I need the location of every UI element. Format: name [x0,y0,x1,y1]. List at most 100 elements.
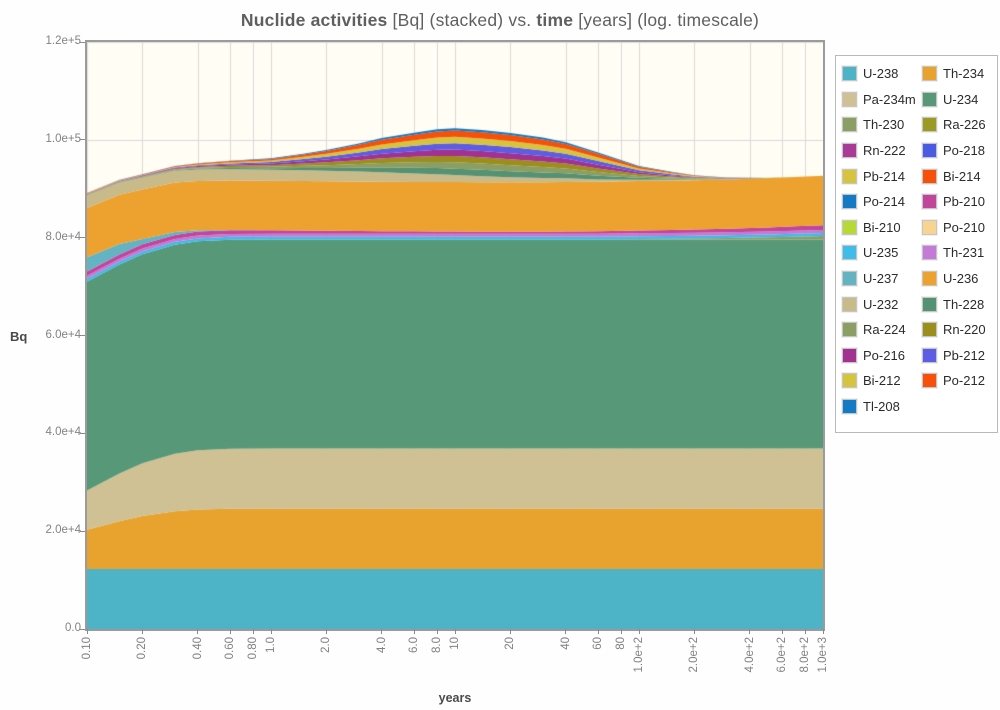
x-tick-label: 0.40 [192,637,220,659]
x-tick-mark [270,629,272,634]
y-tick-mark [80,139,85,141]
legend-item: Po-216 [841,343,922,369]
x-tick-label-text: 0.80 [247,637,260,660]
x-tick-mark [781,629,783,634]
x-tick-mark [229,629,231,634]
x-tick-label: 2.0 [320,637,342,653]
legend-grid: U-238 Th-234 Pa-234m U-234 Th-230 Ra-226 Rn-22… [841,61,997,420]
legend-label: U-235 [863,245,899,261]
legend-label: Ra-224 [863,322,906,338]
legend-item: U-238 [841,61,922,87]
x-tick-mark [197,629,199,634]
x-tick-mark [86,629,88,634]
legend-item: Pb-210 [921,189,996,215]
x-tick-label-text: 2.0e+2 [688,637,701,673]
title-segment: [Bq] (stacked) vs. [387,10,537,30]
legend-item: Po-218 [921,138,996,164]
x-axis-title: years [438,691,472,705]
x-tick-label-text: 8.0e+2 [799,637,812,673]
legend-item: Th-234 [921,61,996,87]
y-tick-mark [80,432,85,434]
x-tick-label: 1.0 [265,637,287,653]
y-axis-title: Bq [10,329,28,344]
x-tick-label-text: 1.0e+3 [817,637,829,673]
legend-swatch [921,295,938,313]
y-tick-mark [80,335,85,336]
x-tick-mark [436,629,438,634]
x-tick-mark [804,629,806,634]
legend-swatch [921,116,938,134]
x-tick-label: 4.0 [376,637,398,653]
legend: U-238 Th-234 Pa-234m U-234 Th-230 Ra-226 Rn-22… [835,55,998,433]
legend-label: Pa-234m [863,91,916,107]
legend-item: U-232 [841,291,922,317]
legend-item: Th-230 [841,112,922,138]
legend-label: Bi-214 [943,168,981,184]
x-tick-label-text: 6.0e+2 [776,637,789,673]
legend-swatch [841,270,858,288]
legend-label: Bi-210 [863,219,901,235]
legend-item: U-235 [841,240,922,266]
legend-swatch [921,321,938,339]
x-tick-mark [822,629,824,634]
y-tick-label: 1.2e+5 [45,35,82,47]
legend-label: Th-228 [943,296,985,312]
legend-swatch [921,167,938,185]
legend-swatch [921,372,938,390]
x-tick-mark [325,629,327,634]
x-tick-label: 1.0e+3 [817,637,859,673]
legend-swatch [921,244,938,262]
y-tick-mark [80,237,85,239]
x-tick-label-text: 1.0e+2 [633,637,645,673]
legend-item: Tl-208 [841,394,922,420]
legend-label: Po-212 [943,373,985,389]
legend-swatch [921,346,938,364]
legend-label: Tl-208 [863,399,900,415]
x-tick-mark [509,629,511,634]
x-tick-mark [749,629,751,634]
legend-item: Bi-214 [921,163,996,189]
x-tick-label-text: 6.0 [408,637,421,653]
x-tick-mark [413,629,415,634]
legend-item: Pa-234m [841,87,922,113]
legend-label: Th-234 [943,66,985,82]
legend-item: Pb-214 [841,163,922,189]
legend-swatch [841,346,858,364]
legend-label: Th-230 [863,117,905,133]
y-tick-label: 4.0e+4 [45,426,82,439]
x-tick-mark [381,629,383,634]
title-segment: [years] (log. timescale) [573,10,760,30]
x-tick-label-text: 0.10 [81,637,93,660]
legend-swatch [841,218,858,236]
legend-item: Bi-212 [841,368,922,394]
legend-label: Pb-210 [943,194,985,210]
y-tick-label: 6.0e+4 [45,328,82,341]
legend-label: Rn-222 [863,143,906,159]
x-tick-label-text: 0.20 [136,637,149,660]
legend-label: Po-214 [863,194,905,210]
y-tick-label: 1.0e+5 [45,132,82,145]
legend-swatch [841,398,858,416]
legend-swatch [841,244,858,262]
x-tick-label-text: 60 [592,637,605,650]
chart-title: Nuclide activities [Bq] (stacked) vs. ti… [0,10,1000,31]
x-tick-label: 0.10 [81,637,109,659]
legend-label: Rn-220 [943,322,986,338]
x-tick-label-text: 4.0 [375,637,388,653]
legend-label: Po-210 [943,219,985,235]
x-tick-label-text: 0.60 [224,637,237,660]
x-tick-label: 2.0e+2 [688,637,730,673]
x-tick-label: 0.20 [136,637,164,659]
legend-label: U-238 [863,66,899,82]
legend-swatch [841,65,858,83]
x-tick-mark [693,629,695,634]
legend-label: Pb-214 [863,168,905,184]
x-tick-mark [454,629,456,634]
x-tick-label-text: 10 [449,637,461,650]
plot-area: 1.2e+5 1.0e+5 8.0e+4 6.0e+4 4.0e+4 2.0e+4 0.0 … [46,35,830,673]
y-tick-label: 8.0e+4 [45,230,82,243]
legend-swatch [921,193,938,211]
y-tick-mark [80,530,85,532]
x-tick-label-text: 1.0 [265,637,277,653]
